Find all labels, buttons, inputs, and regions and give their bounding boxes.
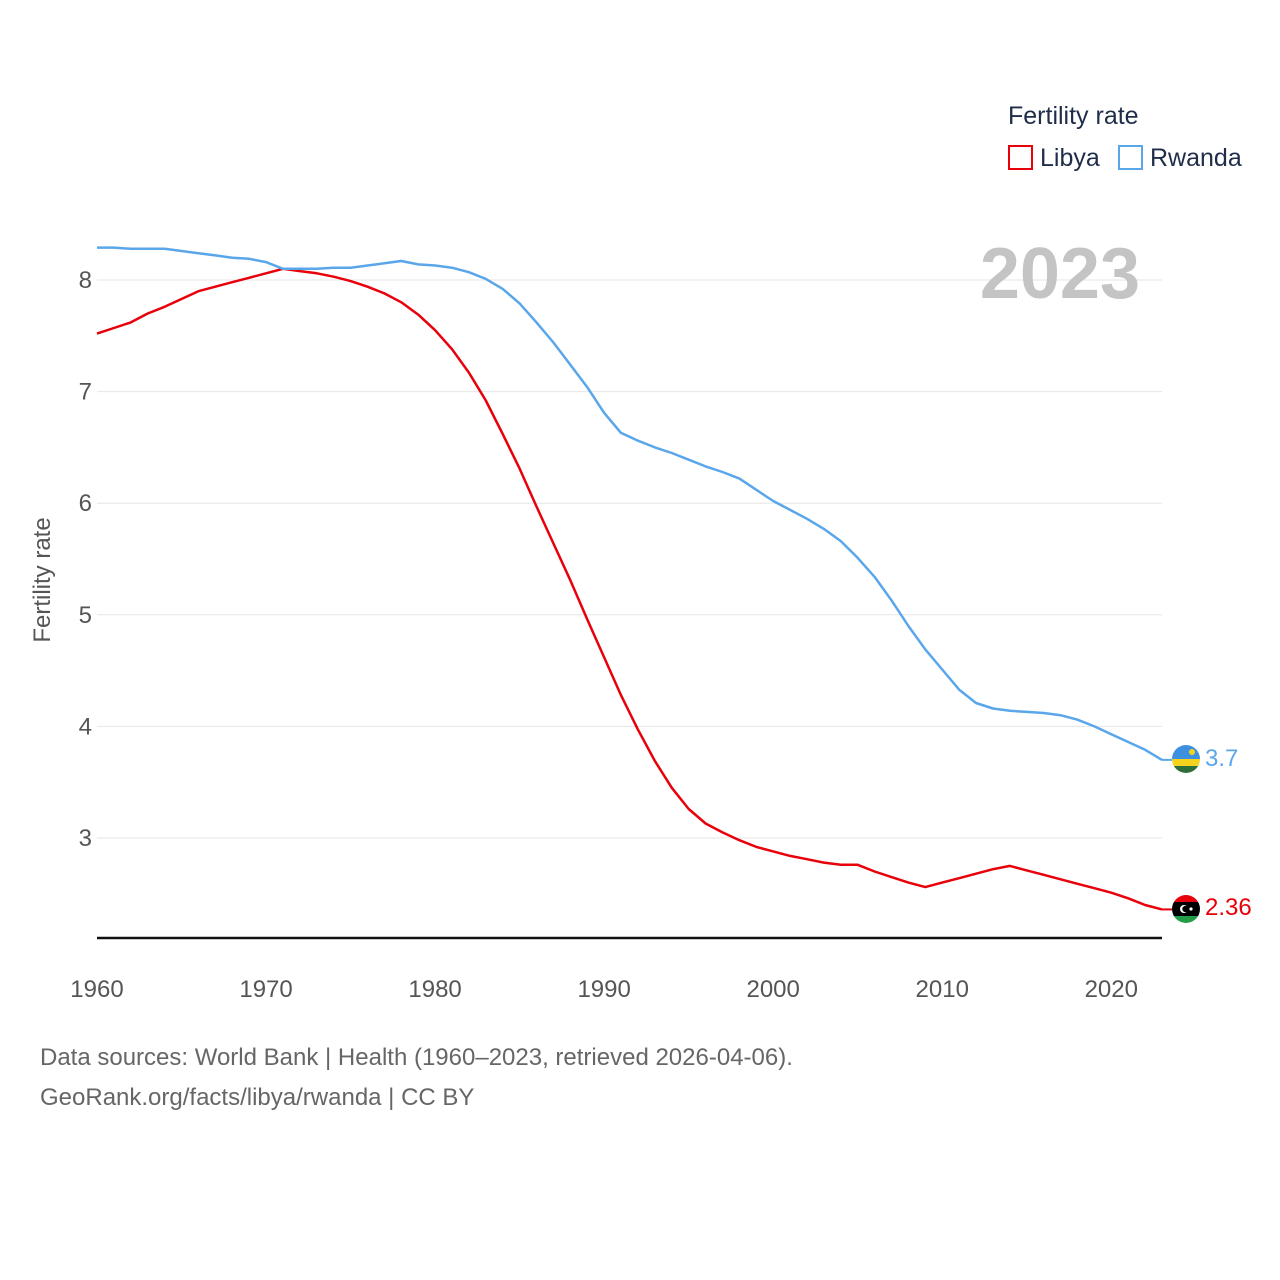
legend-swatch-libya[interactable] — [1008, 145, 1033, 170]
series-line-rwanda[interactable] — [97, 246, 1163, 761]
series-lines — [96, 246, 1172, 911]
x-tick-label-2010: 2010 — [916, 976, 969, 1003]
legend: Fertility rate Libya Rwanda — [1008, 102, 1242, 172]
grid-lines — [97, 279, 1162, 839]
x-tick-label-1980: 1980 — [408, 976, 461, 1003]
x-tick-label-2000: 2000 — [746, 976, 799, 1003]
end-label-libya: 2.36 — [1205, 894, 1252, 921]
libya-flag-icon — [1172, 895, 1200, 923]
x-tick-label-1970: 1970 — [239, 976, 292, 1003]
x-tick-label-2020: 2020 — [1085, 976, 1138, 1003]
y-axis-ticks: 3 4 5 6 7 8 — [79, 267, 92, 852]
y-tick-label-7: 7 — [79, 379, 92, 406]
y-tick-label-8: 8 — [79, 267, 92, 294]
y-tick-label-4: 4 — [79, 713, 92, 740]
x-tick-label-1960: 1960 — [70, 976, 123, 1003]
y-tick-label-6: 6 — [79, 490, 92, 517]
end-label-rwanda: 3.7 — [1205, 745, 1238, 772]
year-watermark: 2023 — [980, 234, 1140, 314]
footer-sources: Data sources: World Bank | Health (1960–… — [40, 1044, 793, 1071]
footer-credit: GeoRank.org/facts/libya/rwanda | CC BY — [40, 1084, 475, 1111]
legend-label-rwanda[interactable]: Rwanda — [1150, 144, 1242, 172]
fertility-rate-chart: 3 4 5 6 7 8 1960 1970 1980 1990 2000 2010 2020 Fert… — [29, 102, 1252, 1003]
y-axis-title: Fertility rate — [29, 517, 56, 642]
rwanda-flag-icon — [1172, 745, 1200, 773]
legend-title: Fertility rate — [1008, 102, 1139, 130]
legend-label-libya[interactable]: Libya — [1040, 144, 1100, 172]
y-tick-label-5: 5 — [79, 602, 92, 629]
x-tick-label-1990: 1990 — [577, 976, 630, 1003]
series-line-libya[interactable] — [96, 267, 1163, 911]
legend-swatch-rwanda[interactable] — [1118, 145, 1143, 170]
y-tick-label-3: 3 — [79, 825, 92, 852]
x-axis-ticks: 1960 1970 1980 1990 2000 2010 2020 — [70, 976, 1138, 1003]
